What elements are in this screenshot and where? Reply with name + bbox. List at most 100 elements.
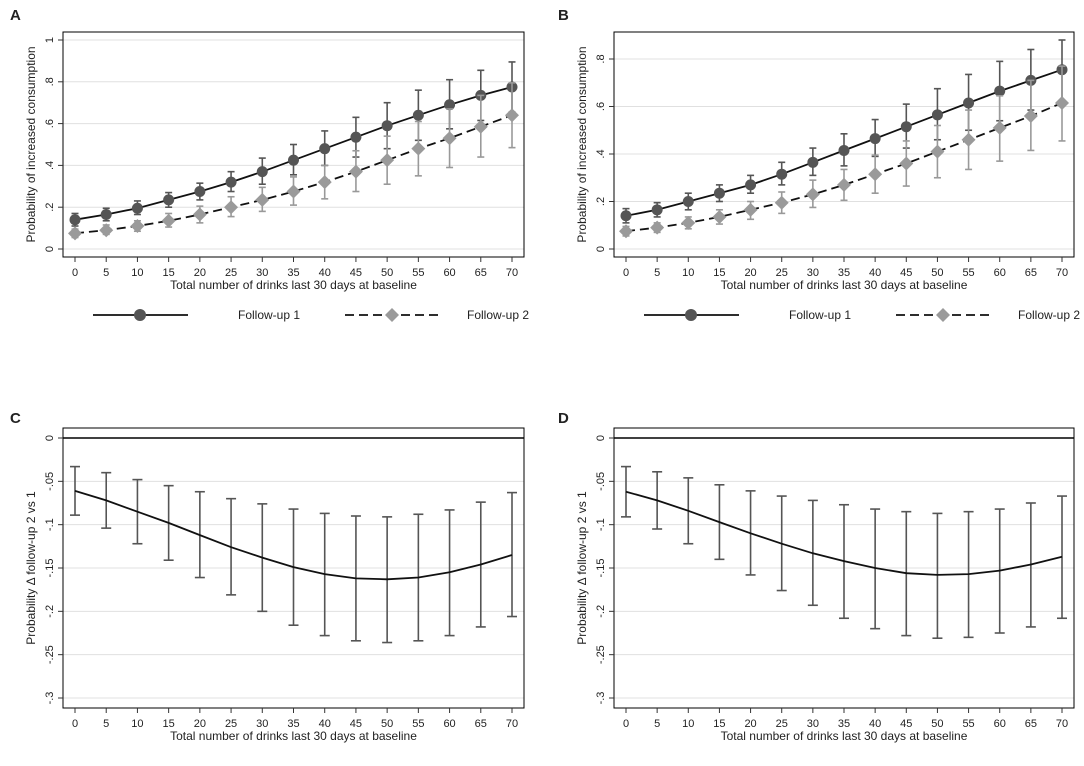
x-tick-label: 45: [900, 718, 912, 730]
point-marker: [899, 156, 914, 171]
legend: Follow-up 1 Follow-up 2: [93, 308, 529, 322]
y-tick-label: .6: [595, 102, 607, 111]
y-tick-label: .2: [44, 203, 56, 212]
series-line: [625, 490, 1063, 576]
legend-marker-follow-up-2: [385, 308, 399, 322]
point-marker: [380, 153, 395, 168]
point-marker: [1055, 95, 1069, 110]
x-axis-title: Total number of drinks last 30 days at b…: [170, 729, 417, 743]
y-tick-label: .6: [44, 119, 56, 128]
x-tick-label: 70: [1056, 267, 1068, 279]
y-tick-label: 0: [44, 435, 56, 441]
point-marker: [350, 131, 362, 143]
x-tick-label: 45: [900, 267, 912, 279]
x-tick-label: 40: [319, 718, 331, 730]
x-tick-label: 30: [807, 267, 819, 279]
x-tick-label: 60: [443, 718, 455, 730]
x-tick-label: 25: [776, 267, 788, 279]
point-marker: [131, 202, 143, 214]
point-marker: [194, 186, 206, 198]
panel-label: A: [10, 7, 21, 24]
panel-a: A0.2.4.6.810 5 10 15 20 25 30 35 40 45 50 55 60 65 70T…: [10, 7, 529, 322]
legend-marker-follow-up-1: [134, 309, 146, 321]
point-marker: [650, 220, 665, 235]
x-tick-label: 55: [962, 267, 974, 279]
x-tick-label: 65: [475, 267, 487, 279]
point-marker: [805, 187, 820, 202]
point-marker: [68, 226, 82, 241]
x-tick-label: 5: [654, 718, 660, 730]
point-marker: [961, 132, 976, 147]
x-tick-label: 10: [682, 718, 694, 730]
y-tick-label: -.3: [595, 692, 607, 705]
point-marker: [412, 109, 424, 121]
point-marker: [651, 204, 663, 216]
x-tick-label: 45: [350, 267, 362, 279]
point-marker: [286, 184, 301, 199]
y-tick-label: 0: [44, 246, 56, 252]
x-tick-label: 45: [350, 718, 362, 730]
y-tick-label: -.05: [44, 472, 56, 491]
y-tick-label: -.15: [44, 559, 56, 578]
point-marker: [807, 156, 819, 168]
x-tick-label: 10: [682, 267, 694, 279]
x-tick-label: 35: [287, 718, 299, 730]
point-marker: [868, 167, 883, 182]
panel-d: D 0 -.05 -.1 -.15 -.2 -.25 -.3 0 5 10 15 20 25 30 35 40 4…: [558, 410, 1075, 743]
y-tick-label: -.1: [44, 518, 56, 531]
point-marker: [99, 223, 114, 238]
series-follow-up-2: [68, 82, 519, 241]
series-follow-up-2: [619, 65, 1069, 239]
x-tick-label: 15: [713, 718, 725, 730]
point-marker: [619, 224, 633, 239]
series-line: [74, 490, 513, 581]
legend: Follow-up 1 Follow-up 2: [644, 308, 1080, 322]
point-marker: [256, 166, 268, 178]
point-marker: [837, 177, 851, 192]
series-line: [74, 114, 513, 235]
x-tick-label: 20: [194, 718, 206, 730]
x-tick-label: 35: [287, 267, 299, 279]
point-marker: [505, 108, 519, 123]
series-difference: [621, 465, 1067, 640]
x-tick-label: 30: [807, 718, 819, 730]
point-marker: [712, 209, 727, 224]
panel-c: C 0 -.05 -.1 -.15 -.2 -.25 -.3 0 5 10 15 20 25 30 35 40 4…: [10, 410, 525, 743]
x-tick-label: 50: [381, 267, 393, 279]
point-marker: [681, 215, 696, 230]
point-marker: [411, 141, 426, 156]
legend-label-follow-up-2: Follow-up 2: [467, 308, 529, 322]
x-tick-label: 0: [623, 718, 629, 730]
y-tick-label: -.15: [595, 559, 607, 578]
legend-marker-follow-up-2: [936, 308, 950, 322]
point-marker: [224, 200, 239, 215]
x-tick-label: 5: [103, 718, 109, 730]
y-tick-label: -.2: [595, 605, 607, 618]
series-follow-up-1: [620, 39, 1068, 224]
point-marker: [192, 207, 207, 222]
point-marker: [317, 175, 332, 190]
y-axis-title: Probability of increased consumption: [575, 46, 589, 242]
point-marker: [225, 176, 237, 188]
x-tick-label: 25: [776, 718, 788, 730]
point-marker: [963, 97, 975, 109]
x-axis-title: Total number of drinks last 30 days at b…: [721, 729, 968, 743]
panel-b: B 0 .2 .4 .6 .8 0 5 10 15 20 25 30 35 40 45 50 55 60 65 70 To…: [558, 7, 1080, 322]
point-marker: [319, 143, 331, 155]
y-tick-label: -.1: [595, 518, 607, 531]
point-marker: [682, 196, 694, 207]
x-tick-label: 30: [256, 718, 268, 730]
y-axis-title: Probability Δ follow-up 2 vs 1: [24, 491, 38, 645]
x-tick-label: 35: [838, 267, 850, 279]
point-marker: [1023, 109, 1038, 123]
point-marker: [745, 179, 757, 191]
x-tick-label: 65: [1025, 718, 1037, 730]
point-marker: [930, 144, 945, 159]
y-tick-label: 0: [595, 246, 607, 252]
y-tick-label: -.25: [595, 645, 607, 664]
point-marker: [163, 194, 175, 206]
x-axis-title: Total number of drinks last 30 days at b…: [170, 278, 417, 292]
x-tick-label: 5: [654, 267, 660, 279]
